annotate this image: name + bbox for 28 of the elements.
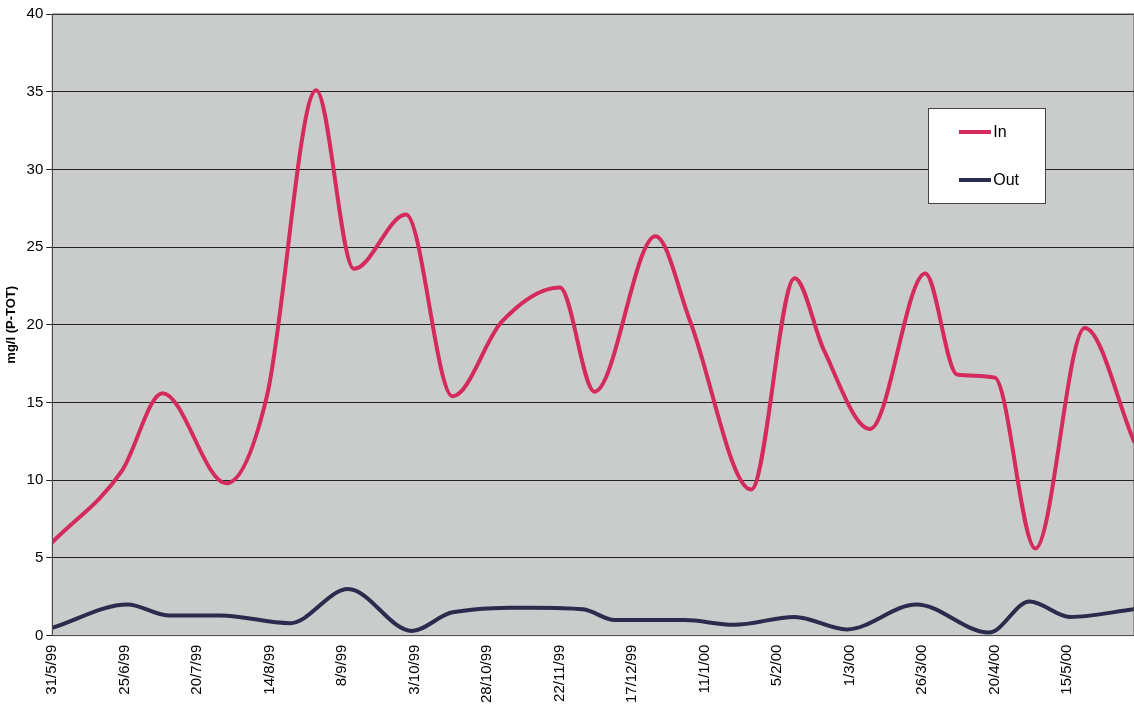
x-tick-label: 1/3/00 — [839, 644, 857, 687]
x-tick-label: 14/8/99 — [259, 644, 277, 695]
x-tick-label: 20/4/00 — [984, 644, 1002, 695]
x-tick-label: 31/5/99 — [42, 644, 60, 695]
y-tick-label: 35 — [26, 81, 44, 99]
y-tick-label: 25 — [26, 237, 44, 255]
x-tick-label: 20/7/99 — [187, 644, 205, 695]
x-tick-label: 8/9/99 — [332, 644, 350, 687]
x-tick-label: 5/2/00 — [767, 644, 785, 687]
y-axis-title: mg/l (P-TOT) — [3, 285, 19, 364]
y-tick-label: 20 — [26, 314, 44, 332]
y-tick-label: 10 — [26, 470, 44, 488]
y-tick-label: 15 — [26, 392, 44, 410]
x-tick-label: 22/11/99 — [549, 644, 567, 702]
x-tick-label: 28/10/99 — [477, 644, 495, 703]
x-tick-label: 15/5/00 — [1057, 644, 1075, 695]
legend-label: Out — [993, 171, 1019, 189]
x-tick-label: 17/12/99 — [622, 644, 640, 703]
legend-label: In — [993, 123, 1007, 141]
y-tick-label: 0 — [34, 625, 44, 643]
x-tick-label: 26/3/00 — [912, 644, 930, 695]
y-tick-label: 5 — [34, 548, 44, 566]
y-tick-label: 30 — [26, 159, 44, 177]
x-tick-label: 11/1/00 — [694, 644, 712, 694]
y-tick-label: 40 — [26, 4, 44, 22]
x-tick-label: 3/10/99 — [404, 644, 422, 695]
x-tick-label: 25/6/99 — [114, 644, 132, 695]
line-series — [52, 586, 1134, 635]
